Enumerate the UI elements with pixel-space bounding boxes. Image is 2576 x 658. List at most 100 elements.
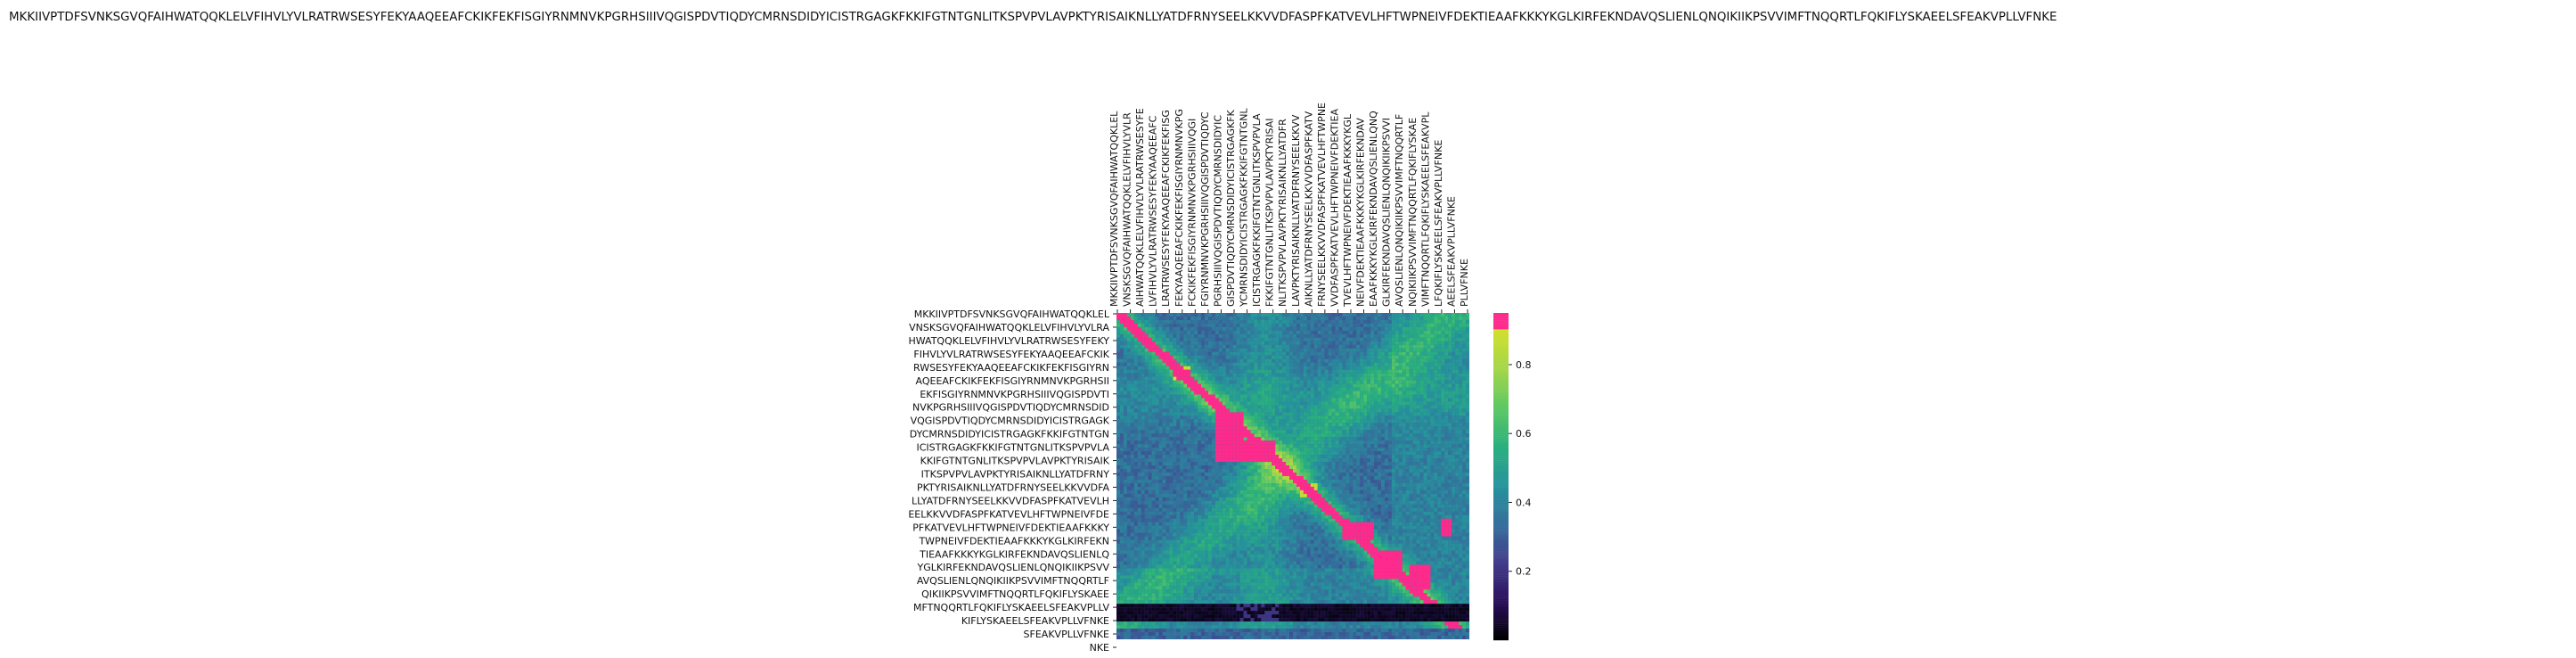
heatmap-cell [1466,323,1470,327]
heatmap-cell [1367,330,1371,334]
heatmap-cell [1201,426,1206,431]
heatmap-cell [1194,391,1198,395]
heatmap-cell [1430,333,1435,338]
heatmap-cell [1394,341,1399,345]
heatmap-cell [1148,408,1152,413]
heatmap-cell [1133,394,1138,399]
heatmap-cell [1225,473,1230,477]
heatmap-cell [1405,469,1410,473]
heatmap-cell [1275,423,1280,427]
heatmap-cell [1328,458,1332,463]
heatmap-cell [1356,423,1361,427]
heatmap-cell [1313,323,1318,327]
heatmap-cell [1293,419,1297,424]
heatmap-cell [1201,433,1206,438]
heatmap-cell [1243,415,1247,420]
heatmap-cell [1321,444,1325,448]
heatmap-cell [1173,394,1177,399]
heatmap-cell [1119,433,1124,438]
heatmap-cell [1405,433,1410,438]
heatmap-cell [1141,358,1145,363]
heatmap-cell [1452,323,1456,327]
heatmap-cell [1268,366,1272,370]
heatmap-cell [1194,366,1198,370]
heatmap-cell [1155,448,1159,452]
heatmap-cell [1419,405,1424,409]
heatmap-cell [1123,341,1127,345]
heatmap-cell [1419,398,1424,402]
heatmap-cell [1207,448,1212,452]
heatmap-cell [1236,476,1240,481]
heatmap-cell [1423,341,1427,345]
heatmap-cell [1275,313,1280,317]
heatmap-cell [1183,405,1188,409]
heatmap-cell [1448,333,1452,338]
heatmap-cell [1222,479,1226,484]
heatmap-cell [1236,362,1240,366]
heatmap-cell [1169,383,1174,388]
heatmap-cell [1194,476,1198,481]
heatmap-cell [1133,333,1138,338]
heatmap-cell [1250,348,1255,352]
heatmap-cell [1119,398,1124,402]
heatmap-cell [1261,326,1265,331]
heatmap-cell [1324,430,1329,434]
heatmap-cell [1257,401,1262,406]
heatmap-cell [1247,398,1251,402]
heatmap-cell [1381,448,1386,452]
heatmap-cell [1321,473,1325,477]
heatmap-cell [1328,333,1332,338]
heatmap-cell [1268,373,1272,377]
heatmap-cell [1229,465,1233,470]
heatmap-cell [1398,469,1402,473]
heatmap-cell [1466,426,1470,431]
heatmap-cell [1293,316,1297,321]
heatmap-cell [1158,369,1163,374]
heatmap-cell [1331,376,1336,381]
heatmap-cell [1423,319,1427,324]
heatmap-cell [1328,326,1332,331]
heatmap-cell [1211,469,1215,473]
heatmap-cell [1299,448,1304,452]
heatmap-cell [1419,387,1424,391]
heatmap-cell [1282,333,1287,338]
heatmap-cell [1384,455,1388,459]
heatmap-cell [1338,358,1343,363]
heatmap-cell [1214,440,1219,445]
heatmap-cell [1459,380,1463,384]
heatmap-cell [1324,401,1329,406]
heatmap-cell [1130,373,1134,377]
heatmap-cell [1444,326,1449,331]
heatmap-cell [1126,469,1131,473]
heatmap-cell [1335,344,1339,349]
heatmap-cell [1130,323,1134,327]
heatmap-cell [1229,323,1233,327]
heatmap-cell [1257,423,1262,427]
heatmap-cell [1394,323,1399,327]
heatmap-cell [1176,362,1181,366]
heatmap-cell [1218,440,1223,445]
heatmap-cell [1247,476,1251,481]
heatmap-cell [1282,391,1287,395]
heatmap-cell [1207,337,1212,341]
heatmap-cell [1363,344,1368,349]
heatmap-cell [1169,401,1174,406]
heatmap-cell [1416,465,1420,470]
heatmap-cell [1306,448,1311,452]
heatmap-cell [1335,387,1339,391]
heatmap-cell [1324,448,1329,452]
heatmap-cell [1370,419,1375,424]
heatmap-cell [1183,482,1188,487]
heatmap-cell [1187,348,1191,352]
heatmap-cell [1214,486,1219,490]
heatmap-cell [1412,405,1417,409]
heatmap-cell [1155,486,1159,490]
heatmap-cell [1391,405,1395,409]
heatmap-cell [1155,430,1159,434]
heatmap-cell [1338,366,1343,370]
heatmap-cell [1176,394,1181,399]
heatmap-cell [1342,426,1346,431]
heatmap-cell [1207,473,1212,477]
heatmap-cell [1289,476,1294,481]
heatmap-cell [1279,412,1283,416]
